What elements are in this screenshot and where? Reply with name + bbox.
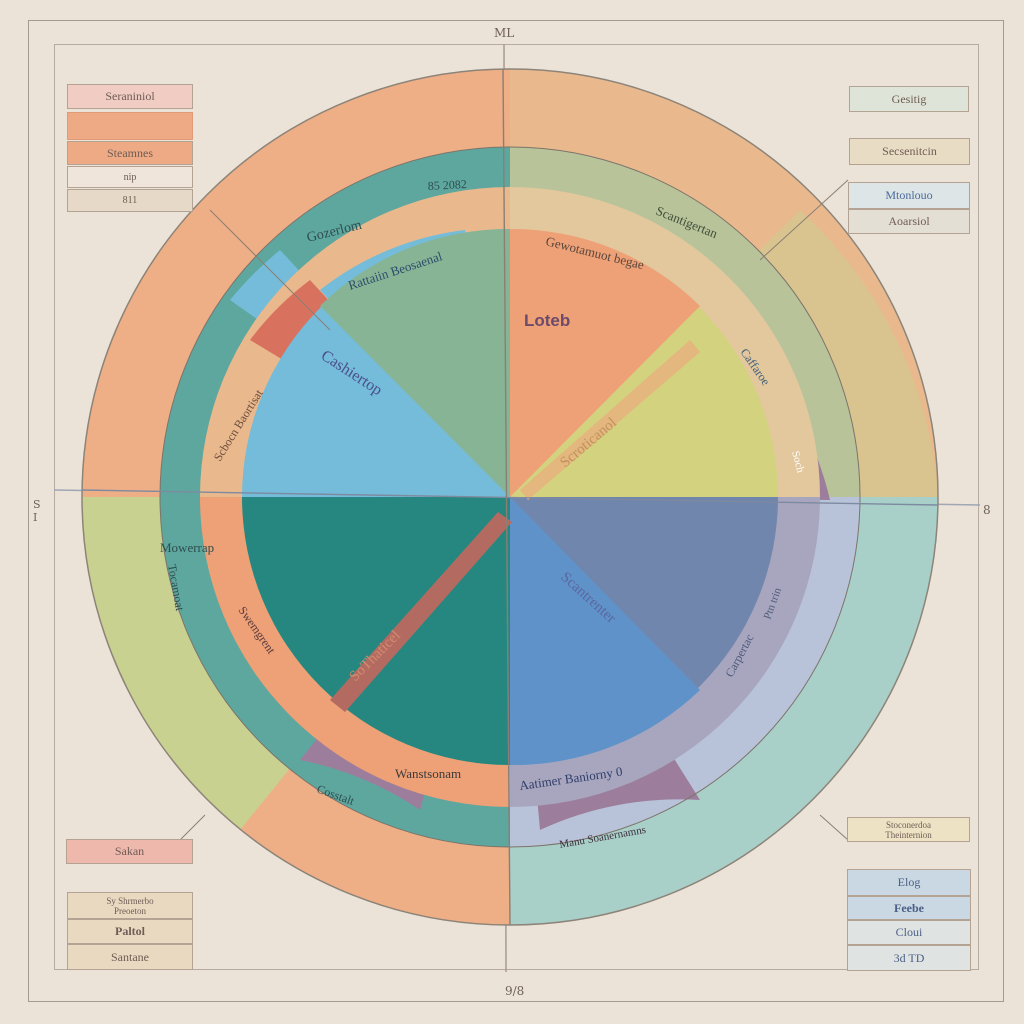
ring-label-nw-top2: 85 2082 <box>427 177 467 193</box>
core-sw <box>242 497 510 765</box>
center-horizontal-divider <box>81 489 939 506</box>
ring-label-sw-left: Mowerrap <box>160 540 214 555</box>
legend-right-bottom-item-2: Feebe <box>847 896 971 920</box>
center-vertical-divider <box>502 68 511 926</box>
core-nw-green <box>320 228 510 497</box>
ring-label-ne-small: Soch <box>789 450 806 475</box>
legend-right-top-item-2: Mtonlouo <box>848 182 970 209</box>
right-axis-label: 8 <box>983 503 991 517</box>
ring-label-sw-bottom: Wanstsonam <box>395 766 461 781</box>
callout-line-ne <box>759 179 849 261</box>
legend-left-bottom-item-2: Paltol <box>67 919 193 944</box>
legend-left-bottom-item-0: Sakan <box>66 839 193 864</box>
legend-left-top-item-4: 811 <box>67 189 193 212</box>
legend-left-bottom-item-3: Santane <box>67 944 193 970</box>
legend-left-top-item-0: Seraniniol <box>67 84 193 109</box>
bottom-axis-label: 9/8 <box>505 984 525 998</box>
legend-right-top-item-3: Aoarsiol <box>848 209 970 234</box>
legend-left-top-item-2: Steamnes <box>67 141 193 165</box>
callout-line-sw <box>179 814 206 841</box>
legend-right-top-item-1: Secsenitcin <box>849 138 970 165</box>
callout-line-nw <box>209 209 331 331</box>
legend-right-top-item-0: Gesitig <box>849 86 969 112</box>
legend-left-top-item-1 <box>67 112 193 140</box>
core-sw-diagonal <box>330 512 512 712</box>
center-label: Loteb <box>524 311 570 330</box>
core-ne-orange <box>510 228 700 498</box>
legend-right-bottom-item-0: Stoconerdoa Theinternion <box>847 817 970 842</box>
legend-right-bottom-item-3: Cloui <box>847 920 971 945</box>
core <box>242 228 778 766</box>
legend-left-top-item-3: nip <box>67 166 193 188</box>
core-se-blue <box>510 497 700 766</box>
legend-right-bottom-item-1: Elog <box>847 869 971 896</box>
core-ne-diagonal <box>520 340 700 500</box>
callout-line-se <box>819 814 849 841</box>
outer-frame <box>28 20 1004 1002</box>
top-axis-label: ML <box>494 26 515 40</box>
left-axis-label: S I <box>33 498 41 524</box>
legend-left-bottom-item-1: Sy Shrmerbo Preoeton <box>67 892 193 919</box>
inner-frame <box>54 44 979 970</box>
legend-right-bottom-item-4: 3d TD <box>847 945 971 971</box>
